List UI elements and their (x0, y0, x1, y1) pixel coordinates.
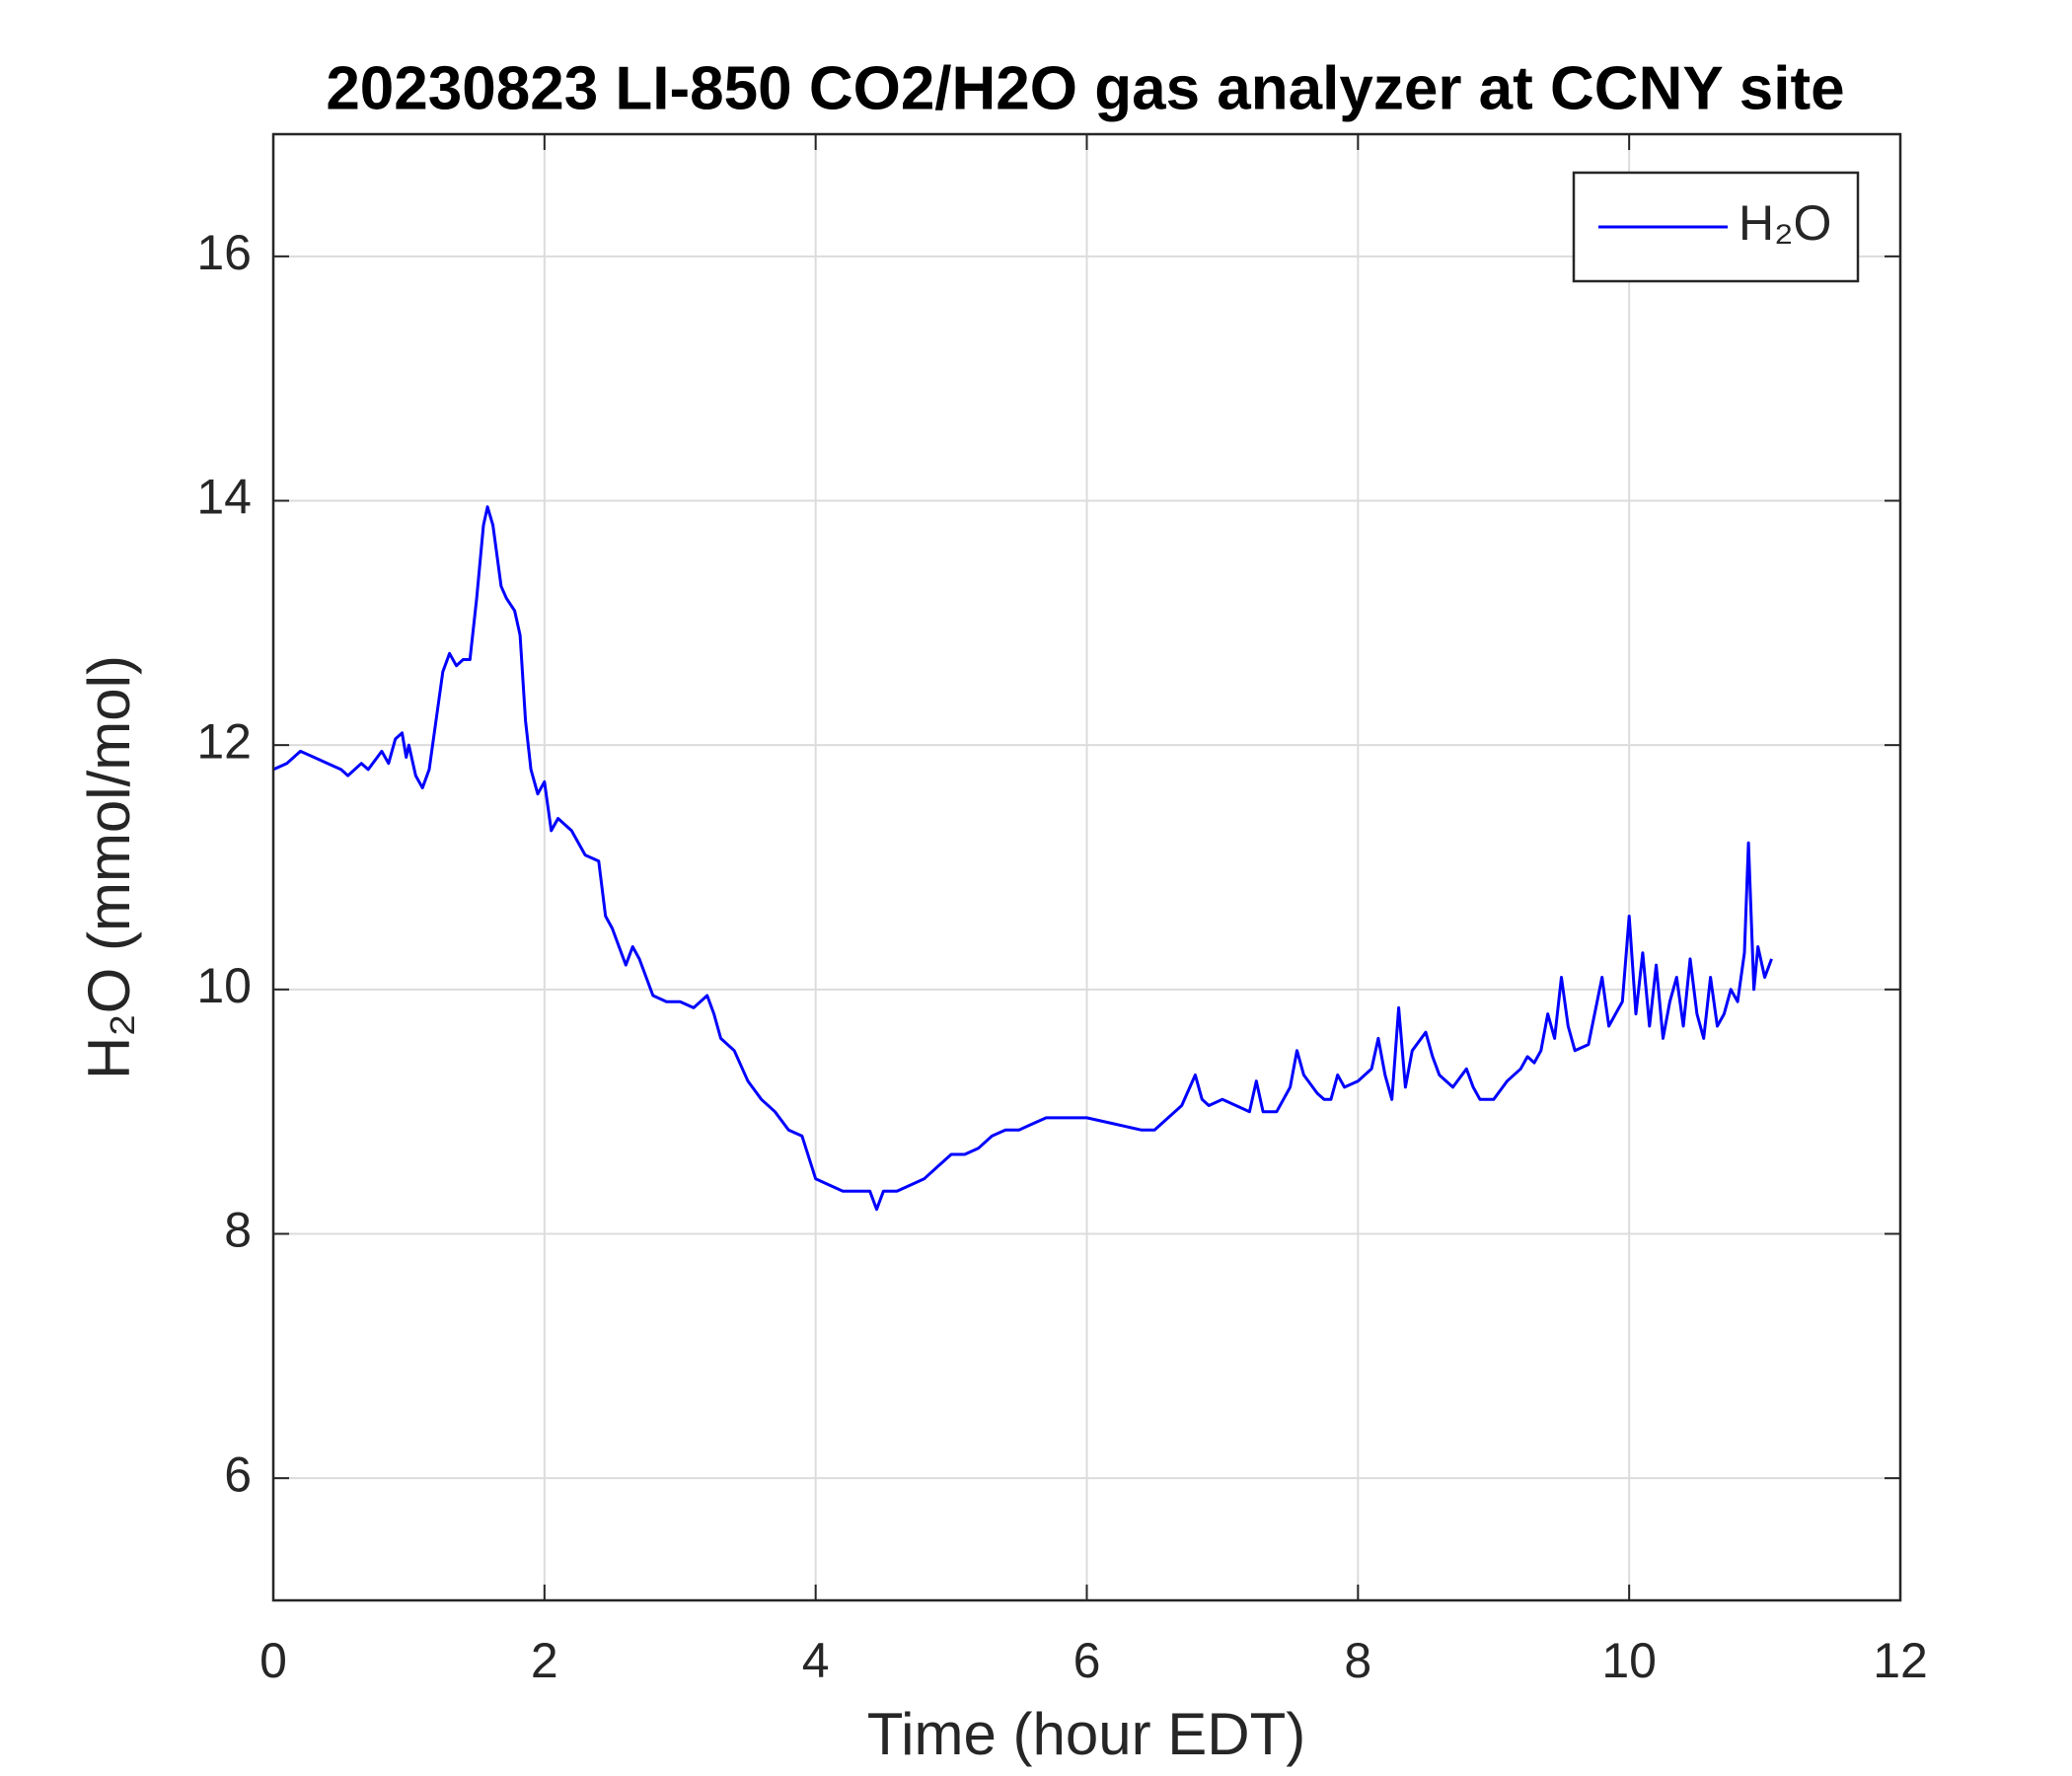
plot-frame (271, 132, 1902, 1602)
chart-title: 20230823 LI-850 CO2/H2O gas analyzer at … (326, 54, 1844, 122)
x-tick-label: 10 (1601, 1633, 1657, 1688)
x-tick-label: 0 (259, 1633, 287, 1688)
y-tick-label: 14 (196, 470, 252, 525)
x-tick-label: 6 (1073, 1633, 1101, 1688)
y-tick-label: 10 (196, 958, 252, 1013)
x-tick-label: 12 (1873, 1633, 1928, 1688)
y-tick-label: 6 (224, 1446, 252, 1502)
x-axis-label: Time (hour EDT) (867, 1701, 1306, 1767)
y-axis-label: H₂O (mmol/mol) (76, 655, 142, 1079)
y-tick-label: 8 (224, 1203, 252, 1258)
x-tick-label: 4 (802, 1633, 830, 1688)
y-tick-label: 16 (196, 225, 252, 280)
x-tick-label: 8 (1344, 1633, 1371, 1688)
data-line (272, 505, 1773, 1212)
y-tick-label: 12 (196, 713, 252, 769)
x-tick-label: 2 (531, 1633, 558, 1688)
legend-label: H₂O (1739, 195, 1831, 251)
